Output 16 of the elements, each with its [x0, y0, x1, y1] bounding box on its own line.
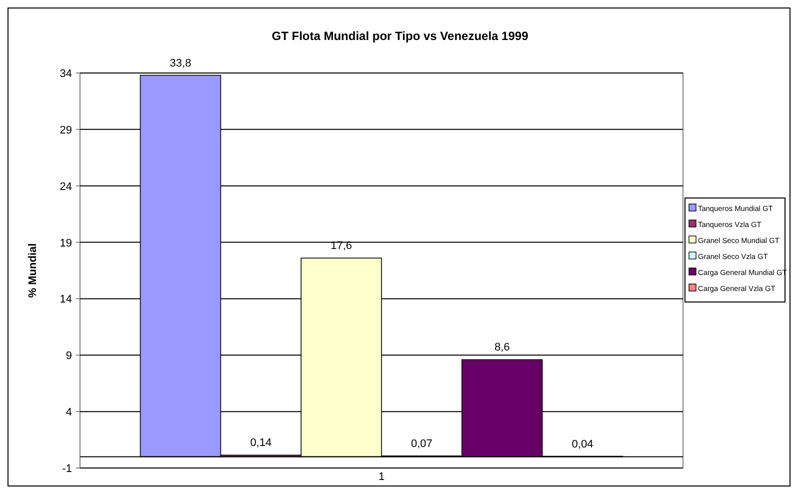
- data-label: 0,04: [572, 438, 594, 450]
- y-tick-label: 4: [66, 406, 72, 419]
- data-label: 0,07: [410, 438, 432, 450]
- x-tick-label: 1: [378, 471, 385, 483]
- data-label: 0,14: [250, 437, 272, 450]
- y-tick-label: 14: [60, 294, 72, 306]
- y-tick-label: 34: [60, 68, 72, 80]
- y-axis-title: % Mundial: [27, 243, 39, 298]
- y-tick-label: -1: [62, 463, 72, 475]
- y-tick-label: 29: [60, 124, 72, 136]
- data-label: 33,8: [170, 57, 192, 70]
- data-label: 8,6: [494, 342, 510, 354]
- y-tick-label: 24: [60, 180, 72, 193]
- y-tick-label: 19: [60, 237, 72, 250]
- chart-title: GT Flota Mundial por Tipo vs Venezuela 1999: [272, 29, 529, 43]
- y-tick-label: 9: [66, 350, 72, 362]
